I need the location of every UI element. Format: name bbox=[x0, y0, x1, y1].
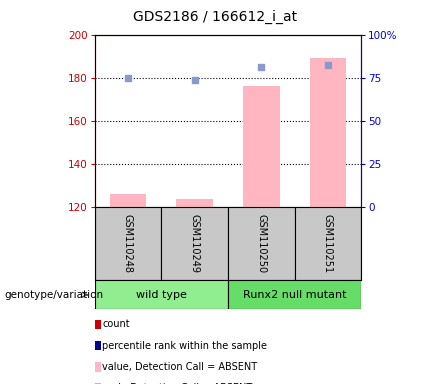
Text: GSM110249: GSM110249 bbox=[190, 214, 200, 273]
Bar bbox=[228, 280, 361, 309]
Text: genotype/variation: genotype/variation bbox=[4, 290, 104, 300]
Bar bbox=[161, 207, 228, 280]
Bar bbox=[95, 362, 101, 372]
Bar bbox=[110, 194, 146, 207]
Text: GSM110248: GSM110248 bbox=[123, 214, 133, 273]
Bar bbox=[95, 319, 101, 329]
Text: Runx2 null mutant: Runx2 null mutant bbox=[243, 290, 346, 300]
Bar bbox=[95, 341, 101, 350]
Text: GSM110251: GSM110251 bbox=[323, 214, 333, 273]
Bar bbox=[95, 207, 161, 280]
Bar bbox=[243, 86, 280, 207]
Bar bbox=[310, 58, 346, 207]
Text: percentile rank within the sample: percentile rank within the sample bbox=[102, 341, 267, 351]
Bar bbox=[95, 280, 228, 309]
Bar bbox=[176, 199, 213, 207]
Text: count: count bbox=[102, 319, 130, 329]
Bar bbox=[95, 383, 101, 384]
Text: GDS2186 / 166612_i_at: GDS2186 / 166612_i_at bbox=[133, 10, 297, 24]
Text: GSM110250: GSM110250 bbox=[256, 214, 266, 273]
Bar bbox=[295, 207, 361, 280]
Bar bbox=[228, 207, 295, 280]
Text: rank, Detection Call = ABSENT: rank, Detection Call = ABSENT bbox=[102, 383, 252, 384]
Text: wild type: wild type bbox=[136, 290, 187, 300]
Text: value, Detection Call = ABSENT: value, Detection Call = ABSENT bbox=[102, 362, 257, 372]
